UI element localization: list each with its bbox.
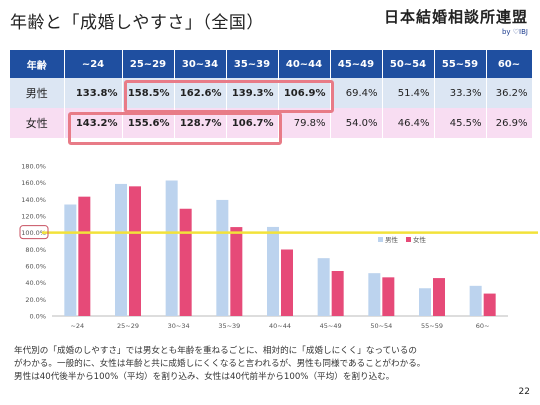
y-tick-label: 20.0% — [25, 296, 46, 304]
bar-male — [317, 258, 330, 316]
x-tick-label: 40~44 — [269, 322, 291, 330]
note-line: 年代別の「成婚のしやすさ」では男女とも年齢を重ねるごとに、相対的に「成婚しにくく… — [14, 346, 417, 356]
bar-female — [179, 208, 192, 316]
row-label-male: 男性 — [10, 78, 65, 108]
bar-female — [281, 249, 293, 316]
table-cell: 51.4% — [382, 78, 435, 108]
x-tick-label: 60~ — [476, 322, 490, 330]
page-title: 年齢と「成婚しやすさ」（全国） — [10, 13, 264, 33]
bar-male — [115, 183, 127, 316]
page-number: 22 — [518, 387, 530, 397]
header-cell: ~24 — [64, 50, 123, 78]
table-cell: 69.4% — [330, 78, 383, 108]
header-cell: 60~ — [486, 50, 533, 78]
logo-name: 日本結婚相談所連盟 — [383, 8, 528, 26]
header-cell: 45~49 — [330, 50, 383, 78]
table-header-row: 年齢 ~24 25~29 30~34 35~39 40~44 45~49 50~… — [10, 50, 533, 78]
bar-male — [216, 199, 229, 316]
y-tick-label: 120.0% — [21, 213, 46, 221]
legend-swatch — [378, 237, 383, 242]
x-tick-label: 55~59 — [421, 322, 443, 330]
x-tick-label: 45~49 — [320, 322, 342, 330]
x-tick-label: 30~34 — [168, 322, 190, 330]
table-cell: 54.0% — [330, 108, 383, 138]
bar-male — [267, 226, 279, 316]
y-tick-label: 140.0% — [21, 196, 46, 204]
x-tick-label: 25~29 — [117, 322, 139, 330]
table-cell: 33.3% — [434, 78, 487, 108]
table-cell: 158.5% — [122, 78, 175, 108]
x-tick-label: ~24 — [70, 322, 84, 330]
bar-female — [382, 277, 395, 316]
bar-male — [165, 180, 178, 316]
table-cell: 139.3% — [226, 78, 279, 108]
y-tick-label: 180.0% — [21, 163, 46, 171]
bar-male — [368, 273, 381, 316]
reference-label-highlight — [19, 225, 49, 240]
table-cell: 133.8% — [64, 78, 123, 108]
y-tick-label: 80.0% — [25, 246, 46, 254]
bar-female — [78, 196, 91, 316]
header-cell: 25~29 — [122, 50, 175, 78]
bar-female — [331, 271, 344, 316]
y-tick-label: 40.0% — [25, 279, 46, 287]
table-cell: 46.4% — [382, 108, 435, 138]
bar-female — [433, 278, 445, 316]
bar-male — [419, 288, 431, 316]
bar-female — [483, 293, 496, 316]
table-cell: 45.5% — [434, 108, 487, 138]
bar-male — [64, 204, 77, 316]
row-label-female: 女性 — [10, 108, 65, 138]
header-cell: 40~44 — [278, 50, 331, 78]
x-tick-label: 50~54 — [370, 322, 392, 330]
note-line: 男性は40代後半から100%（平均）を割り込み、女性は40代前半から100%（平… — [14, 372, 395, 382]
table-cell: 26.9% — [486, 108, 533, 138]
note-line: がわかる。一般的に、女性は年齢と共に成婚しにくくなると言われるが、男性も同様であ… — [14, 359, 426, 369]
highlight-box-female — [68, 112, 282, 145]
legend-swatch — [406, 237, 411, 242]
y-tick-label: 60.0% — [25, 263, 46, 271]
x-tick-label: 35~39 — [218, 322, 240, 330]
y-tick-label: 100.0% — [21, 229, 46, 237]
table-row-male: 男性 133.8% 158.5% 162.6% 139.3% 106.9% 69… — [10, 78, 533, 108]
logo: 日本結婚相談所連盟 by ♡IBJ — [384, 6, 528, 36]
bar-female — [230, 227, 243, 316]
bar-male — [469, 285, 482, 316]
header-cell: 30~34 — [174, 50, 227, 78]
y-tick-label: 0.0% — [29, 313, 46, 321]
table-cell: 106.9% — [278, 78, 331, 108]
bar-female — [129, 186, 141, 316]
explanatory-note: 年代別の「成婚のしやすさ」では男女とも年齢を重ねるごとに、相対的に「成婚しにくく… — [14, 345, 534, 384]
highlight-box-male — [124, 80, 334, 113]
data-table: 年齢 ~24 25~29 30~34 35~39 40~44 45~49 50~… — [10, 50, 533, 138]
y-tick-label: 160.0% — [21, 179, 46, 187]
logo-sub: by ♡IBJ — [501, 28, 528, 36]
table-cell: 162.6% — [174, 78, 227, 108]
header-cell: 年齢 — [10, 50, 65, 78]
header-cell: 35~39 — [226, 50, 279, 78]
table-cell: 79.8% — [278, 108, 331, 138]
legend-label: 女性 — [413, 235, 427, 244]
legend-label: 男性 — [385, 235, 399, 244]
header-cell: 50~54 — [382, 50, 435, 78]
table-row-female: 女性 143.2% 155.6% 128.7% 106.7% 79.8% 54.… — [10, 108, 533, 138]
table-cell: 36.2% — [486, 78, 533, 108]
bar-chart: 0.0% 20.0% 40.0% 60.0% 80.0% 100.0% 120.0% 140.… — [19, 163, 538, 330]
header-cell: 55~59 — [434, 50, 487, 78]
